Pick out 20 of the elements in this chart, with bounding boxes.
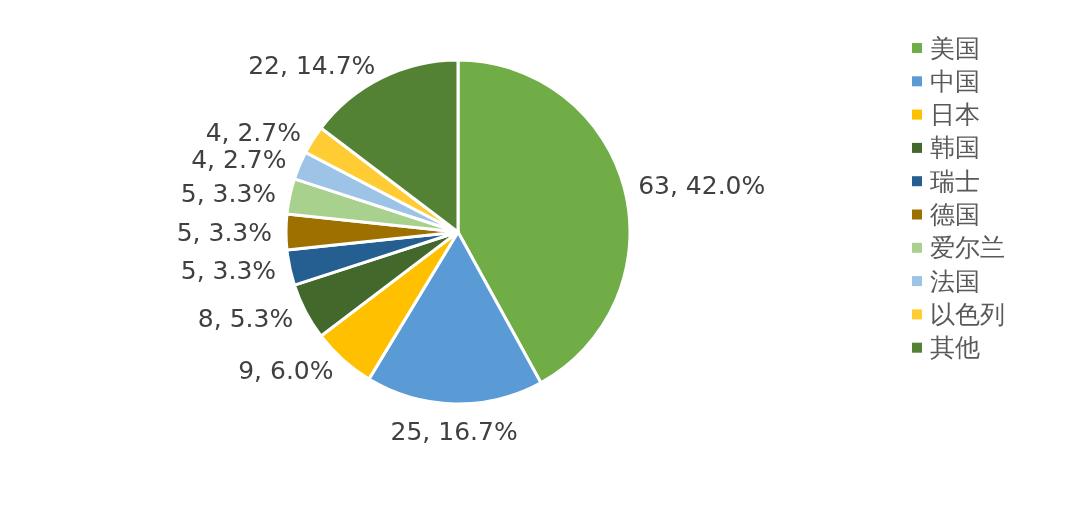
legend-label: 日本 [930, 100, 980, 130]
data-label: 8, 5.3% [197, 303, 294, 333]
legend-label: 瑞士 [930, 166, 980, 196]
data-label: 5, 3.3% [180, 178, 277, 208]
data-label: 63, 42.0% [638, 171, 766, 201]
data-label: 9, 6.0% [238, 355, 334, 385]
data-label: 4, 2.7% [191, 145, 287, 175]
legend-label: 以色列 [930, 299, 1005, 329]
data-label: 5, 3.3% [176, 217, 272, 247]
legend-label: 法国 [930, 266, 980, 296]
legend-label: 美国 [930, 33, 980, 63]
legend-label: 德国 [930, 200, 980, 229]
data-label: 25, 16.7% [390, 417, 518, 447]
legend-label: 其他 [930, 333, 980, 363]
legend-label: 韩国 [930, 133, 980, 163]
data-label: 22, 14.7% [248, 50, 376, 80]
data-label: 5, 3.3% [180, 256, 277, 286]
legend-label: 爱尔兰 [930, 233, 1005, 263]
data-label: 4, 2.7% [205, 117, 301, 147]
legend-label: 中国 [930, 66, 980, 96]
